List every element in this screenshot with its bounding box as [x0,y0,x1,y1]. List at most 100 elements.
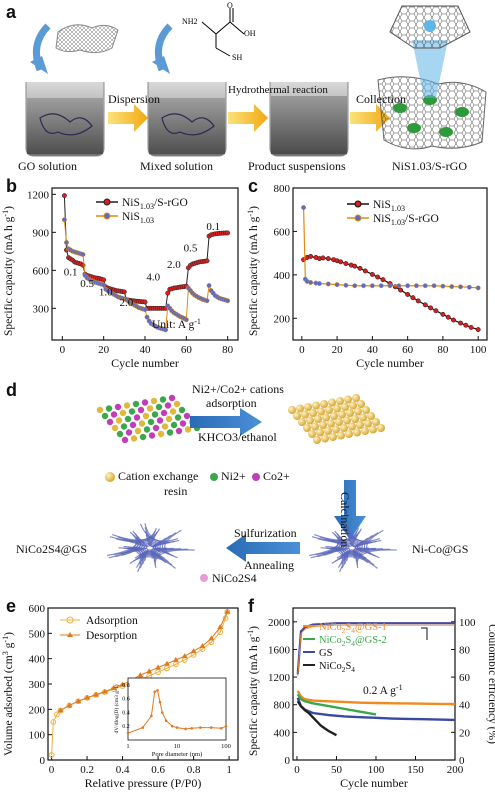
x-axis-label: Cycle number [340,776,408,790]
rate-label: 0.5 [184,242,198,254]
network-strand [144,523,180,543]
arrow-hydrothermal-icon [228,104,268,132]
data-point [64,240,69,245]
network-strand [325,545,344,568]
plot-frame [292,187,488,341]
network-strand [155,540,163,553]
data-point [369,271,375,277]
cysteine-molecule-icon: O OH NH2 SH [182,1,256,62]
resin-bead [184,426,192,433]
resin-bead [101,412,109,420]
d-legend-resin: Cation exchange [118,469,199,483]
inset-point [153,690,156,694]
resin-bead [152,424,160,432]
series-line [296,700,338,737]
gold-bead [335,418,343,426]
resin-bead [133,414,141,421]
x-tick-label: 20 [332,344,344,356]
network-strand [127,538,144,554]
rate-note: 0.2 A g-1 [363,683,403,697]
x-tick-label: 80 [222,344,234,356]
data-point [352,263,358,269]
data-point [396,283,402,289]
network-strand [357,540,365,553]
gold-bead [343,416,351,425]
gold-bead [308,430,316,438]
nico2s4-gs-network-icon [107,523,195,573]
svg-text:NH2: NH2 [182,17,198,26]
arrow-label-hydrothermal: Hydrothermal reaction [228,84,328,96]
network-strand [346,523,382,543]
data-point [165,290,171,296]
data-point [301,205,307,210]
gold-bead [320,400,328,408]
x-tick-label: 40 [367,344,379,356]
d-label-cations: Ni2+/Co2+ cations [192,382,284,396]
d-label-adsorption: adsorption [206,396,257,410]
data-point [101,688,108,694]
x-tick-label: 0.4 [116,764,130,776]
data-point [50,719,57,725]
gold-bead [364,419,372,428]
panel-label-e: e [6,596,17,616]
y-tick-label: 800 [274,700,291,712]
data-point [181,653,188,659]
panel-label-c: c [248,176,259,196]
gold-bead [344,395,352,404]
x-tick-label: 60 [402,344,414,356]
data-point [183,317,189,323]
gold-bead [328,398,336,407]
inset-x-label: Pore diameter (nm) [152,751,203,758]
network-strand [134,553,167,564]
data-point [75,698,82,704]
inset-point [156,689,159,692]
data-point [357,265,363,271]
panel-d-schematic [96,394,397,582]
chart-c: 0 20 40 60 80 100 200 400 600 800 Cycle number Spec… [246,183,488,370]
resin-bead [116,430,124,438]
data-point [468,324,474,330]
y-axis-label: Specific capacity (mA h g-1) [246,626,260,756]
chart-e: 0 0.2 0.4 0.6 0.8 10100200300400500600Relativ… [1,603,239,790]
resin-bead [105,405,113,412]
data-point [110,685,117,691]
network-strand [353,548,376,559]
calcined-cube-icon [288,394,385,444]
panel-label-b: b [6,176,17,196]
resin-bead [141,399,149,406]
step-label-go-solution: GO solution [18,159,78,173]
resin-bead [110,411,118,418]
rate-label: 2.0 [167,259,181,271]
data-point [190,648,197,654]
gold-bead [340,424,348,432]
gold-bead [349,401,357,410]
data-point [204,298,210,304]
legend-label: NiS1.03/S-rGO [122,197,188,211]
gold-bead [312,401,320,410]
y-tick-label: 100 [29,730,46,742]
gold-bead [336,397,344,405]
series-line [63,195,228,309]
y-axis-label: Volume adsorbed (cm3 g-1) [1,632,15,756]
rate-label: 0.1 [206,221,220,233]
inset-point [209,726,213,729]
inset-y-tick: 0.8 [122,683,130,689]
x-tick-label: 0 [294,764,300,776]
gold-bead [327,419,335,428]
data-point [398,287,404,293]
resin-bead [155,403,163,411]
resin-bead [125,429,133,436]
data-point [362,268,368,274]
resin-bead [178,406,186,414]
data-point [338,259,344,265]
rate-label: 4.0 [146,271,160,283]
resin-bead [169,408,177,415]
network-strand [366,529,384,559]
gold-bead [338,410,346,419]
data-point [449,284,455,290]
rate-label: 2.0 [120,297,134,309]
data-point [325,256,331,262]
d-label-sulfurization: Sulfurization [234,526,297,540]
data-point [375,274,381,280]
